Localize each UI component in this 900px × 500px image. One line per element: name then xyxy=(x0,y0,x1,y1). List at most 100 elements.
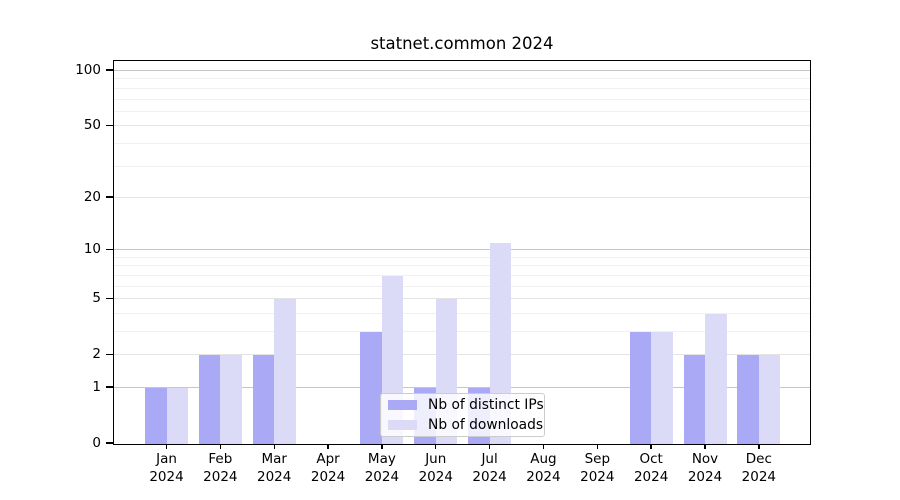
x-label-year: 2024 xyxy=(203,468,238,485)
gridline-minor xyxy=(114,312,810,314)
bar-downloads xyxy=(220,355,242,444)
x-label-month: Apr xyxy=(316,451,340,467)
bar-downloads xyxy=(758,355,781,444)
legend-label-downloads: Nb of downloads xyxy=(428,417,544,433)
gridline-major xyxy=(114,249,810,251)
y-tick-mark xyxy=(105,248,113,250)
x-tick-mark xyxy=(273,444,275,449)
x-tick-mark xyxy=(435,444,437,449)
gridline-major xyxy=(114,196,810,198)
x-label-year: 2024 xyxy=(364,468,400,485)
legend-swatch-distinct-ips-icon xyxy=(388,400,417,410)
x-tick-mark xyxy=(596,444,598,449)
gridline-minor xyxy=(114,110,810,112)
bar-distinct-ips xyxy=(683,355,705,444)
x-label-year: 2024 xyxy=(257,468,292,485)
x-tick-mark xyxy=(542,444,545,449)
y-tick-mark xyxy=(105,297,113,299)
x-label-year: 2024 xyxy=(741,468,777,485)
x-tick-label: Feb 2024 xyxy=(203,451,237,487)
x-tick-label: Apr 2024 xyxy=(311,451,345,487)
x-tick-mark xyxy=(650,444,652,449)
x-label-year: 2024 xyxy=(418,468,453,485)
y-tick-label: 10 xyxy=(83,241,101,258)
gridline-major xyxy=(114,70,810,72)
gridline-minor xyxy=(114,256,810,258)
legend-entry-downloads: Nb of downloads xyxy=(388,417,543,433)
x-label-month: Jan xyxy=(156,451,177,467)
gridline-major xyxy=(114,386,810,388)
x-label-month: Jun xyxy=(425,451,447,467)
bar-distinct-ips xyxy=(737,355,759,444)
legend: Nb of distinct IPs Nb of downloads xyxy=(380,393,545,437)
x-label-year: 2024 xyxy=(687,468,723,485)
gridline-minor xyxy=(114,274,810,276)
x-tick-mark xyxy=(327,444,329,449)
bar-distinct-ips xyxy=(629,331,652,444)
gridline-minor xyxy=(114,265,810,267)
x-label-year: 2024 xyxy=(580,468,615,485)
x-tick-label: Aug 2024 xyxy=(526,451,560,487)
y-tick-label: 0 xyxy=(92,435,101,451)
y-tick-label: 1 xyxy=(92,378,101,395)
gridline-major xyxy=(114,125,810,127)
x-label-month: Oct xyxy=(639,451,663,467)
x-label-month: Mar xyxy=(261,451,287,467)
bar-distinct-ips xyxy=(198,355,221,444)
gridline-minor xyxy=(114,87,810,89)
x-tick-label: Jan 2024 xyxy=(149,451,183,487)
bar-downloads xyxy=(166,388,188,444)
chart-title: statnet.common 2024 xyxy=(370,34,554,53)
x-label-month: Dec xyxy=(745,451,772,467)
x-tick-mark xyxy=(704,444,706,449)
x-label-year: 2024 xyxy=(526,468,561,485)
y-tick-label: 100 xyxy=(75,62,101,79)
bar-distinct-ips xyxy=(252,355,275,444)
x-label-month: Jul xyxy=(481,451,498,467)
x-tick-mark xyxy=(381,444,383,449)
bar-distinct-ips xyxy=(360,331,382,444)
x-tick-label: Dec 2024 xyxy=(742,451,776,487)
y-tick-label: 5 xyxy=(92,290,101,307)
bar-distinct-ips xyxy=(145,388,167,444)
y-tick-mark xyxy=(105,124,113,126)
y-tick-label: 2 xyxy=(92,346,101,363)
y-tick-mark xyxy=(105,353,113,355)
x-tick-mark xyxy=(758,444,760,449)
x-tick-label: Oct 2024 xyxy=(634,451,668,487)
gridline-major xyxy=(114,298,810,300)
gridline-minor xyxy=(114,78,810,80)
gridline-minor xyxy=(114,285,810,287)
bar-downloads xyxy=(651,331,673,444)
y-tick-label: 20 xyxy=(83,188,101,205)
x-label-year: 2024 xyxy=(310,468,346,485)
x-label-month: Aug xyxy=(530,451,557,467)
bar-downloads xyxy=(274,299,296,444)
gridline-minor xyxy=(114,165,810,167)
x-tick-mark xyxy=(219,444,222,449)
x-label-year: 2024 xyxy=(472,468,507,485)
legend-label-distinct-ips: Nb of distinct IPs xyxy=(428,397,544,413)
x-tick-label: Sep 2024 xyxy=(580,451,614,487)
x-tick-label: Nov 2024 xyxy=(688,451,722,487)
x-label-month: Feb xyxy=(208,451,233,467)
x-label-month: Nov xyxy=(691,451,719,467)
x-tick-mark xyxy=(165,444,168,449)
y-tick-mark xyxy=(105,196,113,198)
x-label-month: May xyxy=(367,451,396,467)
legend-entry-distinct-ips: Nb of distinct IPs xyxy=(388,397,544,413)
y-tick-mark xyxy=(105,69,113,71)
gridline-minor xyxy=(114,98,810,100)
x-tick-label: Jul 2024 xyxy=(472,451,506,487)
x-tick-label: May 2024 xyxy=(365,451,399,487)
x-label-year: 2024 xyxy=(149,468,184,485)
gridline-minor xyxy=(114,142,810,144)
bar-downloads xyxy=(705,313,727,444)
gridline-major xyxy=(114,354,810,356)
y-tick-mark xyxy=(105,442,113,444)
x-label-year: 2024 xyxy=(633,468,669,485)
x-label-month: Sep xyxy=(584,451,611,467)
x-tick-label: Mar 2024 xyxy=(257,451,291,487)
x-tick-mark xyxy=(488,444,491,449)
